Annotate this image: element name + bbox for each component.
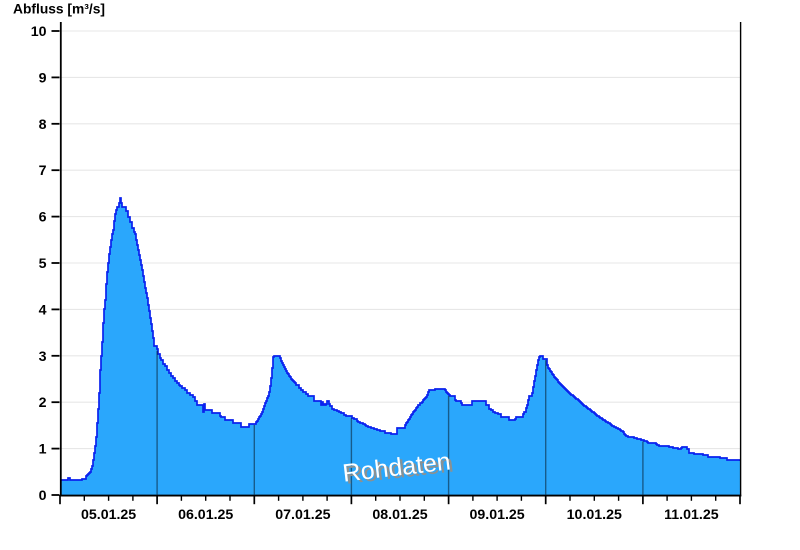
svg-text:Abfluss [m³/s]: Abfluss [m³/s] <box>13 2 105 17</box>
svg-text:09.01.25: 09.01.25 <box>469 507 524 523</box>
svg-text:07.01.25: 07.01.25 <box>275 507 330 523</box>
svg-text:10.01.25: 10.01.25 <box>567 507 622 523</box>
svg-text:06.01.25: 06.01.25 <box>178 507 233 523</box>
svg-text:7: 7 <box>39 163 47 179</box>
svg-text:0: 0 <box>39 488 47 504</box>
svg-text:10: 10 <box>31 24 47 40</box>
svg-text:9: 9 <box>39 70 47 86</box>
svg-text:8: 8 <box>39 117 47 133</box>
svg-text:2: 2 <box>39 395 47 411</box>
svg-text:5: 5 <box>39 256 47 272</box>
svg-text:11.01.25: 11.01.25 <box>664 507 719 523</box>
svg-text:08.01.25: 08.01.25 <box>372 507 427 523</box>
svg-text:6: 6 <box>39 210 47 226</box>
svg-text:4: 4 <box>39 302 47 318</box>
svg-text:3: 3 <box>39 349 47 365</box>
svg-text:05.01.25: 05.01.25 <box>81 507 136 523</box>
svg-text:1: 1 <box>39 442 47 458</box>
